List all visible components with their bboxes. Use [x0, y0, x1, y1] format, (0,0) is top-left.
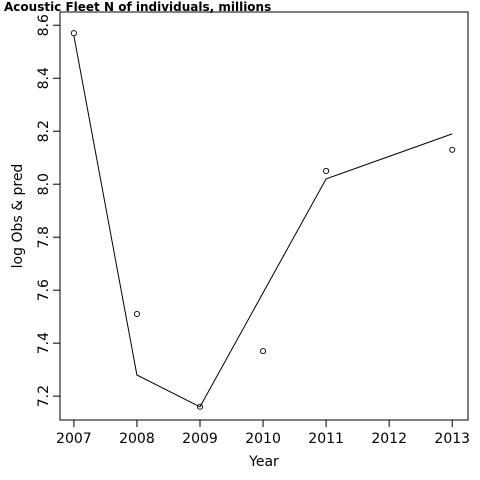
observed-series	[70, 30, 456, 410]
x-tick-label: 2011	[308, 431, 344, 447]
observed-point	[260, 348, 267, 355]
y-axis: 7.2 7.4 7.6 7.8 8.0 8.2 8.4 8.6	[36, 14, 61, 407]
x-tick-label: 2009	[182, 431, 218, 447]
y-axis-label: log Obs & pred	[10, 164, 26, 269]
observed-point	[323, 167, 330, 175]
x-tick-label: 2008	[119, 431, 155, 447]
chart-title: Acoustic Fleet N of individuals, million…	[4, 0, 271, 14]
x-tick-label: 2012	[371, 431, 407, 447]
observed-point	[70, 30, 77, 37]
y-tick-label: 8.2	[36, 120, 52, 142]
y-tick-label: 8.0	[36, 173, 52, 195]
x-axis: 2007 2008 2009 2010 2011 2012 2013	[56, 419, 470, 447]
observed-point	[449, 146, 456, 153]
y-tick-label: 7.8	[36, 226, 52, 248]
x-tick-label: 2013	[434, 431, 470, 447]
observed-point	[196, 403, 204, 410]
y-tick-label: 8.6	[36, 14, 52, 36]
x-tick-label: 2007	[56, 431, 92, 447]
predicted-series	[73, 35, 453, 408]
x-axis-label: Year	[248, 454, 279, 470]
y-tick-label: 7.4	[36, 332, 52, 354]
predicted-line	[73, 35, 453, 408]
x-tick-label: 2010	[245, 431, 281, 447]
y-tick-label: 8.4	[36, 67, 52, 89]
plot-frame	[59, 11, 469, 421]
y-tick-label: 7.2	[36, 385, 52, 407]
observed-point	[133, 310, 140, 318]
y-tick-label: 7.6	[36, 279, 52, 301]
